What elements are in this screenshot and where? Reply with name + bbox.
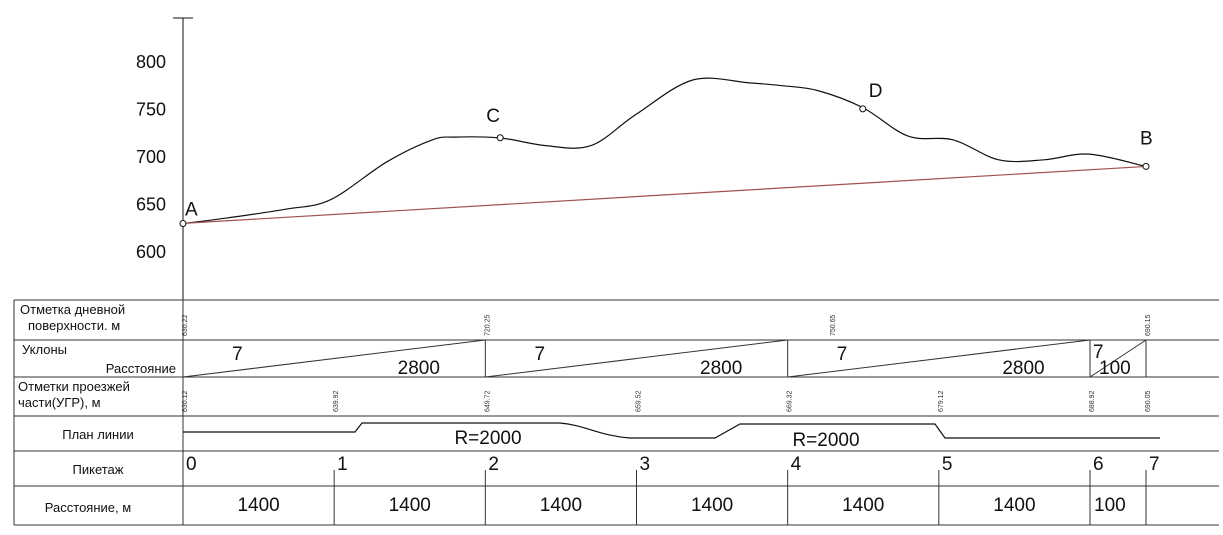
slope-value: 7 — [1093, 342, 1104, 363]
distance-value: 100 — [1094, 495, 1126, 516]
plan-radius-label: R=2000 — [454, 428, 521, 449]
row-label-road-2: части(УГР), м — [18, 395, 101, 410]
slope-length: 2800 — [398, 358, 440, 379]
distance-value: 1400 — [691, 495, 733, 516]
slope-value: 7 — [232, 344, 243, 365]
point-marker-B — [1142, 162, 1150, 170]
row-label-surface-2: поверхности. м — [28, 318, 120, 333]
picket-number: 1 — [337, 454, 348, 475]
row-label-road-1: Отметки проезжей — [18, 379, 130, 394]
y-tick-label: 750 — [136, 100, 166, 120]
terrain-profile-line — [182, 77, 1147, 225]
point-marker-D — [859, 105, 867, 113]
picket-number: 0 — [186, 454, 197, 475]
road-elevation-label: 669.32 — [787, 390, 794, 412]
picket-number: 6 — [1093, 454, 1104, 475]
point-label-A: A — [185, 200, 198, 221]
y-tick-label: 650 — [136, 195, 166, 215]
road-elevation-label: 659.52 — [636, 390, 643, 412]
y-tick-label: 700 — [136, 147, 166, 167]
slope-diagonal — [1089, 339, 1147, 378]
profile-curves: A C D B — [179, 77, 1153, 227]
design-grade-line — [182, 165, 1147, 224]
distance-value: 1400 — [237, 495, 279, 516]
y-tick-label: 800 — [136, 52, 166, 72]
picket-number: 4 — [791, 454, 802, 475]
road-elevation-label: 639.92 — [333, 390, 340, 412]
y-tick-label: 600 — [136, 242, 166, 262]
road-elevation-label: 679.12 — [938, 390, 945, 412]
slope-diagonal — [182, 339, 486, 378]
picket-number: 3 — [640, 454, 651, 475]
plan-line — [183, 422, 1160, 439]
picket-number: 5 — [942, 454, 953, 475]
picket-number: 2 — [488, 454, 499, 475]
distance-value: 1400 — [993, 495, 1035, 516]
road-elevation-label: 690.05 — [1145, 390, 1152, 412]
road-elevation-label: 649.72 — [484, 390, 491, 412]
road-elevation-label: 630.12 — [182, 390, 189, 412]
row-label-pickets: Пикетаж — [73, 462, 124, 477]
point-label-D: D — [869, 81, 883, 102]
row-label-surface-1: Отметка дневной — [20, 302, 125, 317]
distance-value: 1400 — [389, 495, 431, 516]
slope-length: 2800 — [700, 358, 742, 379]
point-label-C: C — [486, 106, 500, 127]
slope-value: 7 — [837, 344, 848, 365]
surface-elevation-label: 750.65 — [830, 314, 837, 336]
point-marker-C — [496, 134, 504, 142]
road-elevation-label: 688.92 — [1089, 390, 1096, 412]
slope-length: 100 — [1099, 358, 1131, 379]
slope-diagonal — [485, 339, 788, 378]
surface-elevation-label: 720.25 — [484, 314, 491, 336]
row-label-distance: Расстояние, м — [45, 500, 131, 515]
slope-length: 2800 — [1002, 358, 1044, 379]
plan-radius-label: R=2000 — [792, 430, 859, 451]
slope-value: 7 — [534, 344, 545, 365]
surface-elevation-label: 690.15 — [1145, 314, 1152, 336]
distance-value: 1400 — [842, 495, 884, 516]
row-label-plan: План линии — [62, 427, 134, 442]
surface-elevation-label: 630.22 — [182, 314, 189, 336]
picket-number: 7 — [1149, 454, 1160, 475]
point-label-B: B — [1140, 128, 1153, 149]
row-label-slope: Уклоны — [22, 342, 67, 357]
row-label-slope-distance: Расстояние — [106, 361, 176, 376]
distance-value: 1400 — [540, 495, 582, 516]
y-axis-group: 800 750 700 650 600 — [136, 17, 193, 300]
slope-diagonal — [787, 339, 1091, 378]
point-marker-A — [179, 220, 187, 227]
